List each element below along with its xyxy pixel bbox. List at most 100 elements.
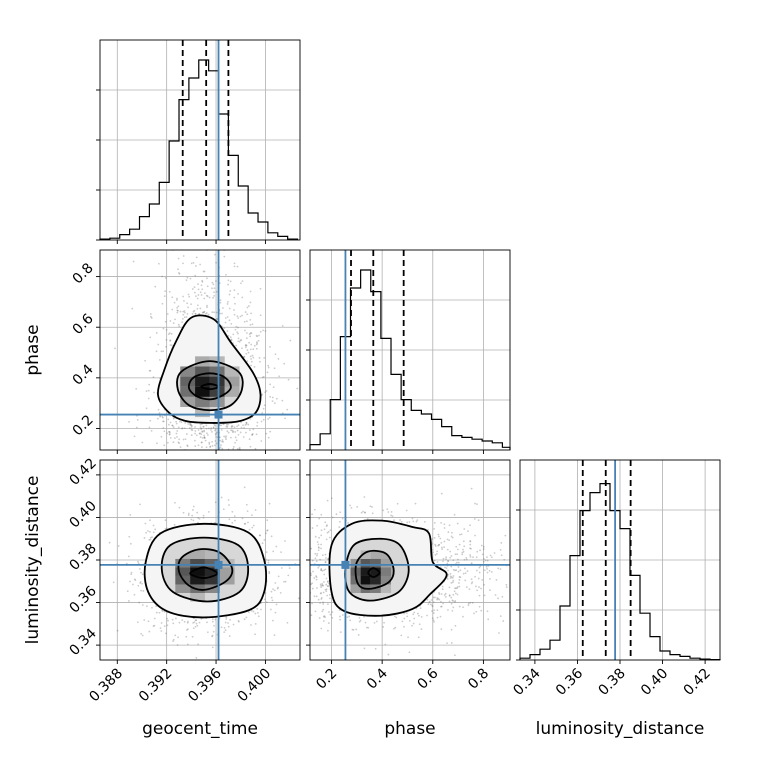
sample-point bbox=[225, 273, 227, 276]
sample-point bbox=[197, 288, 200, 291]
sample-point bbox=[306, 565, 308, 567]
sample-point bbox=[235, 439, 238, 442]
sample-point bbox=[180, 471, 182, 473]
sample-point bbox=[186, 445, 189, 448]
sample-point bbox=[148, 531, 151, 533]
sample-point bbox=[497, 567, 500, 570]
sample-point bbox=[291, 596, 293, 598]
sample-point bbox=[481, 553, 484, 556]
sample-point bbox=[197, 643, 200, 646]
sample-point bbox=[310, 574, 312, 577]
sample-point bbox=[161, 275, 164, 278]
sample-point bbox=[418, 614, 420, 617]
sample-point bbox=[221, 455, 223, 457]
sample-point bbox=[191, 491, 193, 493]
sample-point bbox=[366, 626, 368, 629]
sample-point bbox=[145, 531, 148, 534]
sample-point bbox=[515, 576, 517, 578]
sample-point bbox=[193, 469, 195, 471]
sample-point bbox=[462, 548, 464, 551]
sample-point bbox=[565, 549, 567, 551]
sample-point bbox=[205, 424, 208, 427]
sample-point bbox=[187, 512, 190, 515]
sample-point bbox=[485, 565, 488, 568]
sample-point bbox=[186, 628, 189, 631]
sample-point bbox=[198, 621, 201, 624]
sample-point bbox=[450, 628, 453, 631]
sample-point bbox=[357, 634, 360, 636]
sample-point bbox=[280, 579, 282, 581]
sample-point bbox=[307, 572, 309, 574]
sample-point bbox=[416, 612, 419, 615]
sample-point bbox=[451, 531, 453, 534]
sample-point bbox=[331, 516, 334, 519]
sample-point bbox=[228, 307, 231, 310]
sample-point bbox=[434, 554, 437, 556]
sample-point bbox=[434, 543, 437, 546]
sample-point bbox=[249, 355, 252, 358]
sample-point bbox=[194, 619, 197, 622]
sample-point bbox=[257, 339, 260, 342]
density-cell bbox=[190, 592, 205, 602]
sample-point bbox=[196, 511, 199, 514]
sample-point bbox=[241, 347, 243, 350]
sample-point bbox=[260, 420, 263, 423]
sample-point bbox=[214, 428, 217, 431]
sample-point bbox=[305, 528, 307, 530]
sample-point bbox=[317, 543, 320, 546]
sample-point bbox=[476, 589, 478, 592]
sample-point bbox=[408, 619, 411, 622]
sample-point bbox=[152, 376, 155, 379]
sample-point bbox=[239, 315, 242, 318]
sample-point bbox=[177, 305, 180, 308]
sample-point bbox=[250, 360, 253, 363]
sample-point bbox=[193, 291, 196, 294]
sample-point bbox=[224, 317, 227, 319]
sample-point bbox=[442, 557, 445, 560]
sample-point bbox=[495, 579, 498, 581]
sample-point bbox=[326, 499, 329, 502]
truth-marker bbox=[214, 410, 223, 419]
sample-point bbox=[288, 592, 290, 594]
sample-point bbox=[262, 407, 265, 410]
sample-point bbox=[167, 418, 170, 421]
sample-point bbox=[483, 569, 486, 572]
sample-point bbox=[145, 605, 148, 608]
sample-point bbox=[464, 572, 467, 575]
ytick-label: 0.40 bbox=[66, 498, 99, 531]
sample-point bbox=[316, 524, 319, 527]
sample-point bbox=[255, 341, 258, 343]
sample-point bbox=[273, 402, 276, 404]
sample-point bbox=[173, 523, 176, 526]
sample-point bbox=[440, 600, 442, 603]
sample-point bbox=[316, 552, 319, 555]
sample-point bbox=[245, 332, 248, 334]
sample-point bbox=[212, 620, 214, 623]
sample-point bbox=[252, 524, 255, 527]
density-cell bbox=[195, 376, 210, 387]
sample-point bbox=[211, 441, 214, 443]
sample-point bbox=[168, 332, 171, 335]
sample-point bbox=[264, 330, 267, 332]
sample-point bbox=[470, 487, 473, 490]
sample-point bbox=[375, 620, 378, 623]
sample-point bbox=[329, 613, 332, 616]
sample-point bbox=[193, 466, 195, 468]
sample-point bbox=[252, 348, 255, 351]
sample-point bbox=[233, 426, 236, 429]
sample-point bbox=[194, 439, 196, 442]
sample-point bbox=[318, 617, 321, 619]
sample-point bbox=[450, 602, 453, 605]
sample-point bbox=[267, 436, 270, 439]
sample-point bbox=[193, 286, 196, 289]
sample-point bbox=[512, 571, 514, 573]
sample-point bbox=[254, 623, 257, 625]
sample-point bbox=[272, 386, 275, 389]
sample-point bbox=[339, 520, 341, 523]
sample-point bbox=[194, 430, 197, 432]
sample-point bbox=[437, 533, 440, 536]
sample-point bbox=[326, 585, 329, 588]
sample-point bbox=[183, 311, 186, 314]
sample-point bbox=[320, 627, 323, 630]
sample-point bbox=[189, 456, 191, 458]
